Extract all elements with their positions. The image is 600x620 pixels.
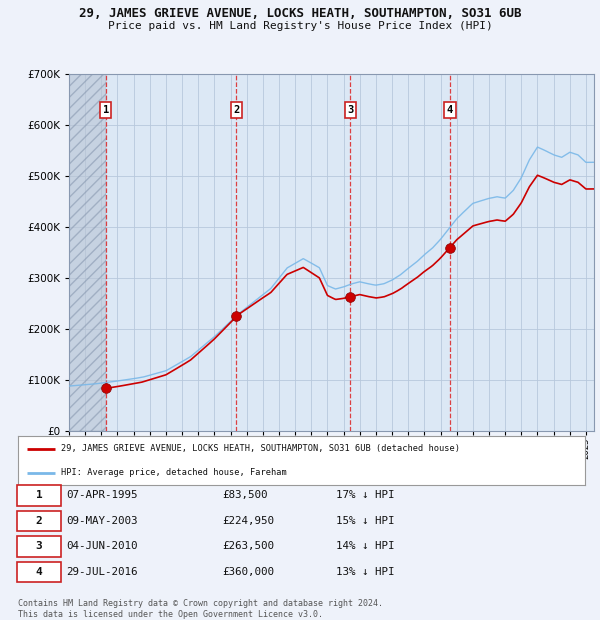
Text: 29, JAMES GRIEVE AVENUE, LOCKS HEATH, SOUTHAMPTON, SO31 6UB (detached house): 29, JAMES GRIEVE AVENUE, LOCKS HEATH, SO…	[61, 444, 460, 453]
FancyBboxPatch shape	[17, 562, 61, 582]
Text: 2: 2	[35, 516, 43, 526]
Text: 4: 4	[35, 567, 43, 577]
Text: £263,500: £263,500	[222, 541, 274, 551]
Text: HPI: Average price, detached house, Fareham: HPI: Average price, detached house, Fare…	[61, 468, 286, 477]
Text: 2: 2	[233, 105, 239, 115]
Text: 29-JUL-2016: 29-JUL-2016	[66, 567, 137, 577]
FancyBboxPatch shape	[17, 536, 61, 557]
Text: £83,500: £83,500	[222, 490, 268, 500]
FancyBboxPatch shape	[17, 511, 61, 531]
Text: 3: 3	[347, 105, 353, 115]
FancyBboxPatch shape	[17, 485, 61, 506]
Text: 07-APR-1995: 07-APR-1995	[66, 490, 137, 500]
Text: 15% ↓ HPI: 15% ↓ HPI	[335, 516, 394, 526]
Text: Contains HM Land Registry data © Crown copyright and database right 2024.
This d: Contains HM Land Registry data © Crown c…	[18, 600, 383, 619]
Text: 3: 3	[35, 541, 43, 551]
Text: 04-JUN-2010: 04-JUN-2010	[66, 541, 137, 551]
Text: 09-MAY-2003: 09-MAY-2003	[66, 516, 137, 526]
Text: Price paid vs. HM Land Registry's House Price Index (HPI): Price paid vs. HM Land Registry's House …	[107, 21, 493, 31]
Text: £224,950: £224,950	[222, 516, 274, 526]
Text: 29, JAMES GRIEVE AVENUE, LOCKS HEATH, SOUTHAMPTON, SO31 6UB: 29, JAMES GRIEVE AVENUE, LOCKS HEATH, SO…	[79, 7, 521, 20]
Text: 17% ↓ HPI: 17% ↓ HPI	[335, 490, 394, 500]
Text: 1: 1	[35, 490, 43, 500]
Text: £360,000: £360,000	[222, 567, 274, 577]
Text: 4: 4	[447, 105, 453, 115]
Bar	[69, 74, 106, 431]
Text: 14% ↓ HPI: 14% ↓ HPI	[335, 541, 394, 551]
Text: 1: 1	[103, 105, 109, 115]
Text: 13% ↓ HPI: 13% ↓ HPI	[335, 567, 394, 577]
